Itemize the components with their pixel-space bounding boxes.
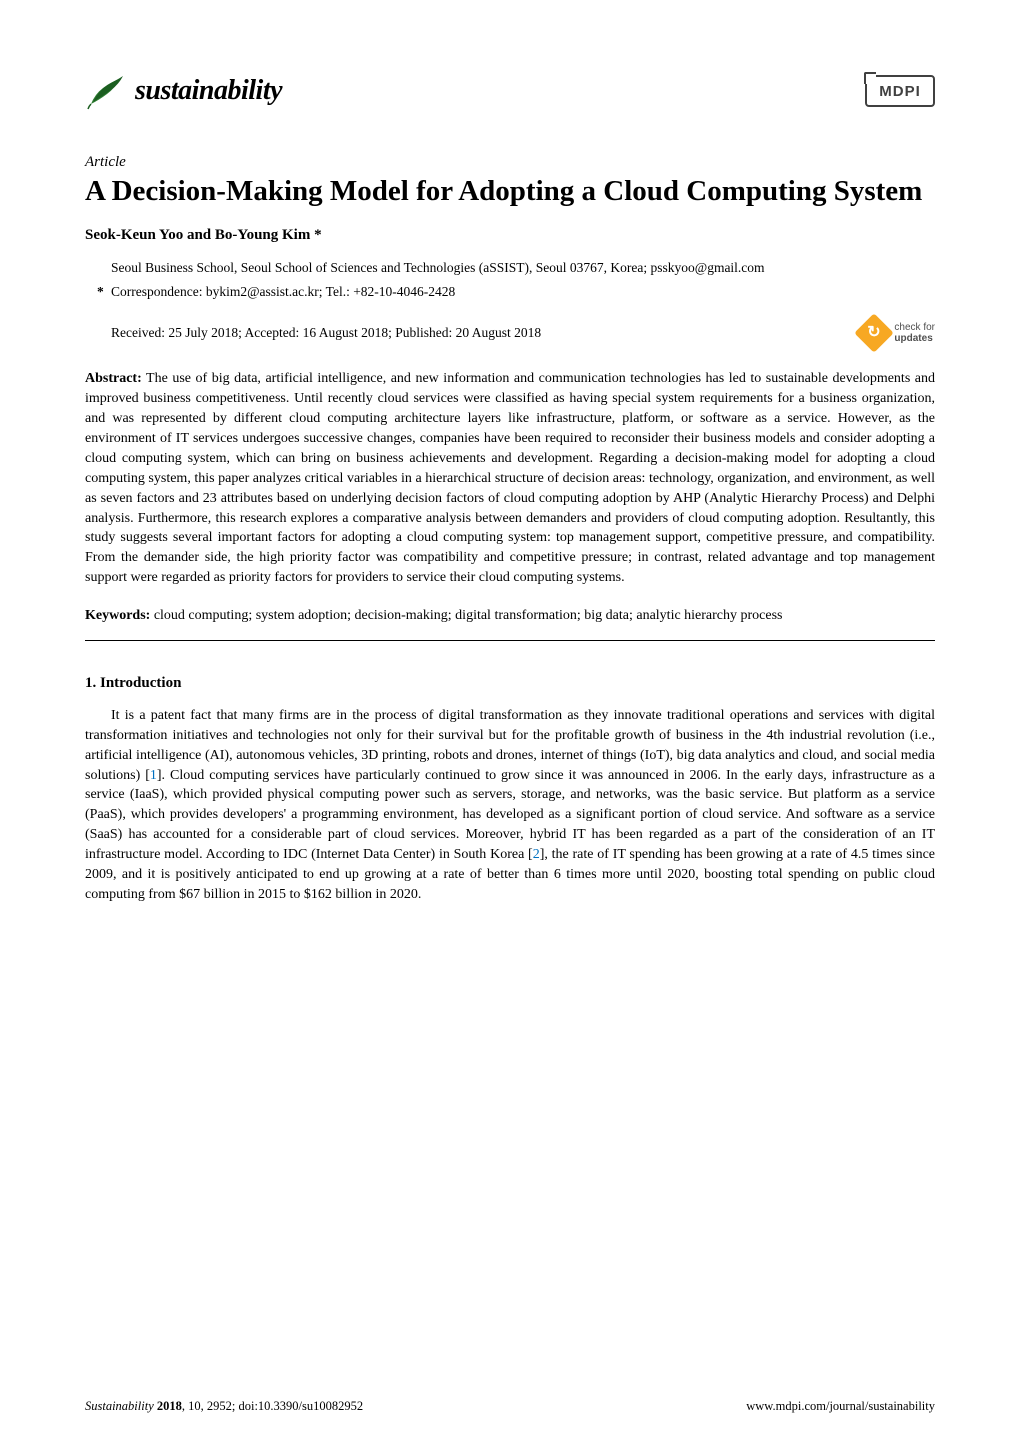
authors-line: Seok-Keun Yoo and Bo-Young Kim * bbox=[85, 227, 935, 244]
affiliation: Seoul Business School, Seoul School of S… bbox=[85, 258, 935, 278]
page-footer: Sustainability 2018, 10, 2952; doi:10.33… bbox=[85, 1399, 935, 1414]
citation-ref-2[interactable]: 2 bbox=[533, 847, 540, 862]
correspondence: Correspondence: bykim2@assist.ac.kr; Tel… bbox=[85, 282, 935, 302]
journal-logo: sustainability bbox=[85, 70, 282, 112]
citation-ref-1[interactable]: 1 bbox=[150, 768, 157, 783]
pub-dates: Received: 25 July 2018; Accepted: 16 Aug… bbox=[111, 325, 541, 341]
section-heading: 1. Introduction bbox=[85, 675, 935, 692]
mdpi-logo: MDPI bbox=[865, 75, 935, 107]
abstract-label: Abstract: bbox=[85, 371, 142, 386]
divider bbox=[85, 640, 935, 641]
sustainability-leaf-icon bbox=[85, 70, 127, 112]
keywords-text: cloud computing; system adoption; decisi… bbox=[154, 608, 783, 623]
abstract-block: Abstract: The use of big data, artificia… bbox=[85, 369, 935, 588]
check-updates-text: check for updates bbox=[894, 322, 935, 344]
keywords-block: Keywords: cloud computing; system adopti… bbox=[85, 606, 935, 626]
keywords-label: Keywords: bbox=[85, 608, 150, 623]
intro-paragraph: It is a patent fact that many firms are … bbox=[85, 706, 935, 905]
page-header: sustainability MDPI bbox=[85, 70, 935, 112]
article-type-label: Article bbox=[85, 154, 935, 171]
check-updates-icon: ↻ bbox=[855, 314, 895, 354]
footer-url: www.mdpi.com/journal/sustainability bbox=[746, 1399, 935, 1414]
footer-citation: Sustainability 2018, 10, 2952; doi:10.33… bbox=[85, 1399, 363, 1414]
journal-name: sustainability bbox=[135, 75, 282, 107]
abstract-text: The use of big data, artificial intellig… bbox=[85, 371, 935, 585]
dates-row: Received: 25 July 2018; Accepted: 16 Aug… bbox=[85, 319, 935, 347]
check-for-updates-badge[interactable]: ↻ check for updates bbox=[860, 319, 935, 347]
article-title: A Decision-Making Model for Adopting a C… bbox=[85, 173, 935, 209]
